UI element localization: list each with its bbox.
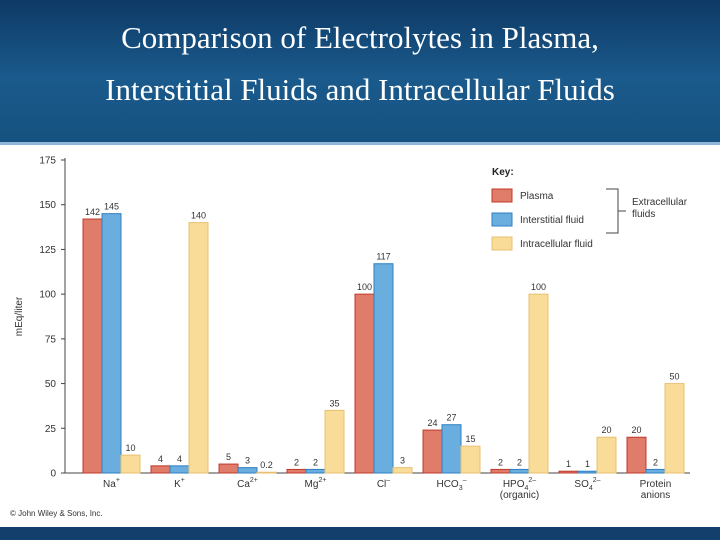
category-label: SO42– [574,477,600,492]
category-label: Cl– [377,477,390,490]
category-label: K+ [174,477,185,490]
legend-label: Plasma [520,191,554,202]
category-label: HPO42– [503,477,536,492]
bar-data-label: 1 [585,459,590,469]
legend-title: Key: [492,167,514,178]
bar-data-label: 117 [376,252,390,262]
legend-swatch-plasma [491,188,513,203]
category-label: Na+ [103,477,120,490]
bar-data-label: 10 [125,443,135,453]
bar-data-label: 100 [531,282,546,292]
bar-intracellular [256,471,277,474]
bar-plasma [218,463,239,474]
y-tick-label: 175 [39,156,56,167]
bar-interstitial [373,263,394,474]
y-tick-label: 100 [39,290,56,301]
bar-data-label: 3 [400,456,405,466]
bar-data-label: 145 [104,202,119,212]
bar-data-label: 24 [427,418,437,428]
bar-interstitial [169,465,190,474]
legend-swatch-interstitial [491,212,513,227]
legend-label: Interstitial fluid [520,215,584,226]
banner-divider [0,142,720,145]
legend-swatch-intracellular [491,236,513,251]
bar-intracellular [120,454,141,474]
bar-data-label: 5 [226,452,231,462]
bar-intracellular [460,445,481,474]
bar-plasma [82,218,103,474]
bar-intracellular [596,436,617,474]
category-label: Ca2+ [237,477,258,490]
bar-data-label: 0.2 [260,460,273,470]
legend-label: Intracellular fluid [520,239,593,250]
y-tick-label: 75 [45,334,57,345]
page-title-line-1: Comparison of Electrolytes in Plasma, [121,20,599,55]
category-label-line2: (organic) [500,490,539,501]
bar-data-label: 20 [601,425,611,435]
y-tick-label: 25 [45,424,57,435]
bar-intracellular [392,467,413,474]
bar-data-label: 4 [177,454,182,464]
title-banner: Comparison of Electrolytes in Plasma, In… [0,0,720,142]
y-tick-label: 125 [39,245,56,256]
bar-data-label: 140 [191,211,206,221]
bar-intracellular [528,293,549,474]
y-axis-title: mEq/liter [14,296,25,336]
y-tick-label: 50 [45,379,57,390]
bar-interstitial [441,424,462,474]
bar-data-label: 2 [653,457,658,467]
bar-interstitial [509,468,530,474]
bar-data-label: 50 [669,372,679,382]
bar-data-label: 100 [357,282,372,292]
bar-plasma [354,293,375,474]
bar-intracellular [664,383,685,474]
bar-interstitial [645,468,666,474]
bar-data-label: 4 [158,454,163,464]
bar-data-label: 27 [446,413,456,423]
page-title-line-2: Interstitial Fluids and Intracellular Fl… [105,72,615,107]
category-label: Protein [640,479,672,490]
bar-interstitial [305,468,326,474]
bar-intracellular [324,409,345,474]
bar-data-label: 2 [498,457,503,467]
bar-data-label: 15 [465,434,475,444]
footer-bar [0,527,720,540]
legend-bracket-label: Extracellular [632,197,688,208]
bar-data-label: 2 [313,457,318,467]
bar-interstitial [577,470,598,474]
bar-data-label: 1 [566,459,571,469]
bar-data-label: 3 [245,456,250,466]
bar-data-label: 2 [517,457,522,467]
bar-interstitial [101,213,122,474]
category-label: HCO3– [436,477,466,492]
category-label-line2: anions [641,490,670,501]
bar-plasma [150,465,171,474]
bar-plasma [422,429,443,474]
bar-plasma [626,436,647,474]
bar-plasma [558,470,579,474]
bar-plasma [490,468,511,474]
bar-data-label: 2 [294,457,299,467]
legend-bracket-label-line2: fluids [632,209,655,220]
bar-data-label: 142 [85,207,100,217]
legend-bracket [606,188,626,234]
bar-data-label: 35 [329,398,339,408]
bar-interstitial [237,467,258,474]
copyright-notice: © John Wiley & Sons, Inc. [10,509,103,518]
bar-plasma [286,468,307,474]
category-label: Mg2+ [305,477,327,490]
bar-intracellular [188,222,209,474]
y-tick-label: 150 [39,200,56,211]
y-tick-label: 0 [50,469,56,480]
bar-data-label: 20 [631,425,641,435]
